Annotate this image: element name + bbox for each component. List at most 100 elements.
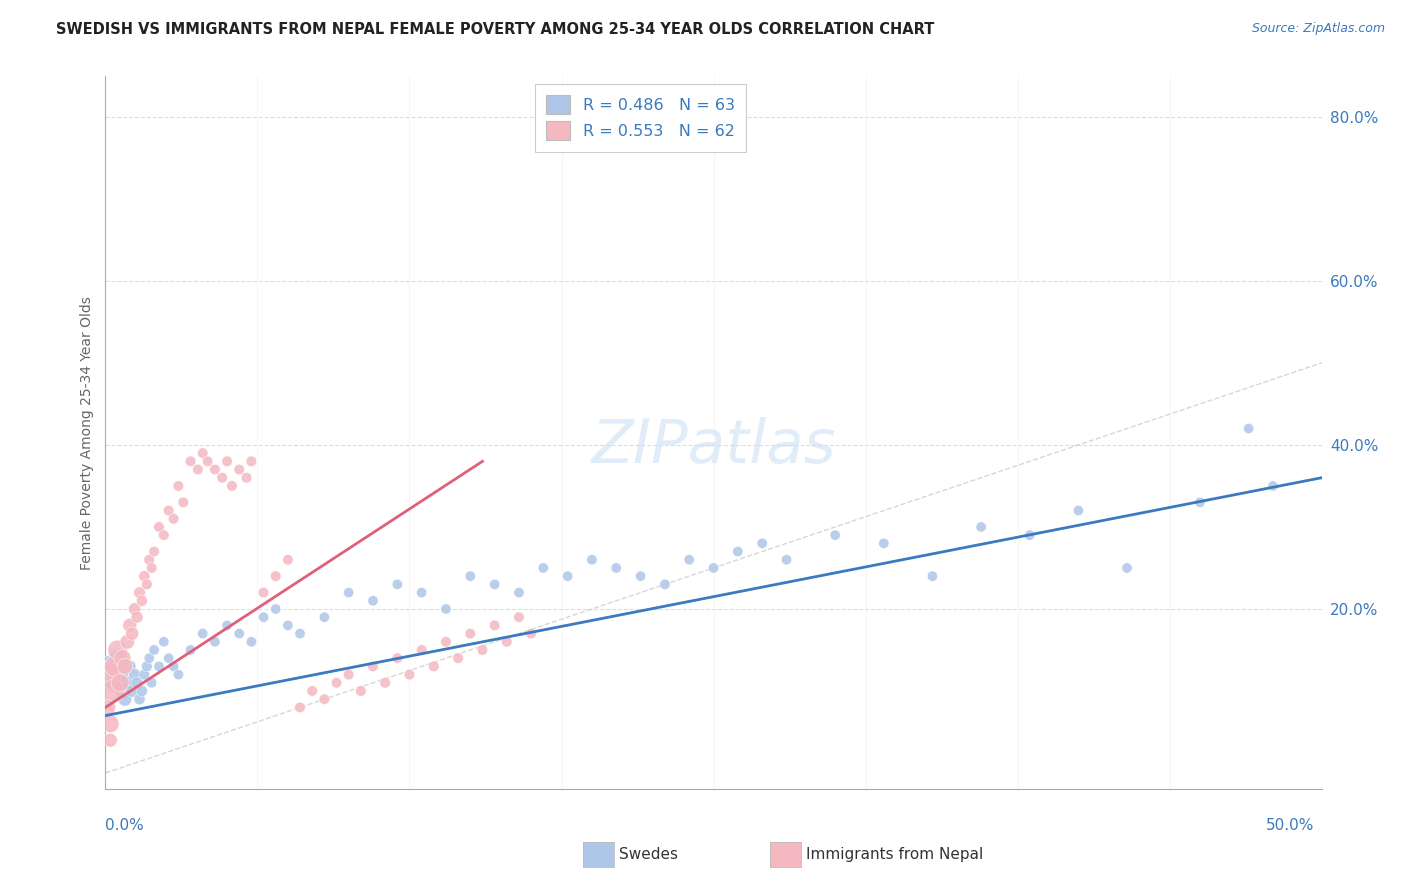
Point bbox=[121, 626, 143, 640]
Text: Source: ZipAtlas.com: Source: ZipAtlas.com bbox=[1251, 22, 1385, 36]
Point bbox=[98, 733, 121, 747]
Text: 0.0%: 0.0% bbox=[105, 818, 145, 832]
Point bbox=[135, 577, 157, 591]
Point bbox=[148, 659, 170, 673]
Point bbox=[124, 602, 146, 616]
Point bbox=[191, 626, 214, 640]
Point bbox=[508, 585, 530, 599]
Point bbox=[167, 667, 190, 681]
Point bbox=[217, 618, 239, 632]
Point bbox=[387, 577, 409, 591]
Point bbox=[172, 495, 194, 509]
Text: 50.0%: 50.0% bbox=[1267, 818, 1315, 832]
Point bbox=[531, 561, 554, 575]
Point bbox=[252, 585, 274, 599]
Point bbox=[1067, 503, 1090, 517]
Point bbox=[157, 503, 180, 517]
Point bbox=[1018, 528, 1040, 542]
Point bbox=[605, 561, 627, 575]
Point bbox=[520, 626, 543, 640]
Point bbox=[288, 700, 311, 714]
Y-axis label: Female Poverty Among 25-34 Year Olds: Female Poverty Among 25-34 Year Olds bbox=[80, 295, 94, 570]
Point bbox=[118, 659, 141, 673]
Point bbox=[314, 692, 336, 706]
Point bbox=[301, 684, 323, 698]
Point bbox=[458, 569, 481, 583]
Point bbox=[508, 610, 530, 624]
Point bbox=[101, 684, 124, 698]
Point bbox=[107, 651, 129, 665]
Text: SWEDISH VS IMMIGRANTS FROM NEPAL FEMALE POVERTY AMONG 25-34 YEAR OLDS CORRELATIO: SWEDISH VS IMMIGRANTS FROM NEPAL FEMALE … bbox=[56, 22, 935, 37]
Point bbox=[104, 659, 127, 673]
Text: Immigrants from Nepal: Immigrants from Nepal bbox=[806, 847, 983, 862]
Point bbox=[1116, 561, 1139, 575]
Point bbox=[387, 651, 409, 665]
Point bbox=[240, 634, 263, 648]
Point bbox=[157, 651, 180, 665]
Point bbox=[135, 659, 157, 673]
Point bbox=[921, 569, 943, 583]
Point bbox=[434, 602, 457, 616]
Point bbox=[398, 667, 420, 681]
Point bbox=[702, 561, 725, 575]
Point bbox=[191, 446, 214, 460]
Point bbox=[1261, 479, 1284, 493]
Point bbox=[361, 594, 384, 608]
Point bbox=[131, 684, 153, 698]
Point bbox=[277, 553, 299, 567]
Point bbox=[124, 667, 146, 681]
Point bbox=[128, 692, 150, 706]
Point bbox=[125, 610, 148, 624]
Point bbox=[153, 528, 176, 542]
Point bbox=[1189, 495, 1212, 509]
Point bbox=[162, 512, 184, 526]
Point bbox=[114, 659, 136, 673]
Point bbox=[447, 651, 470, 665]
Point bbox=[187, 462, 209, 476]
Point bbox=[108, 675, 131, 690]
Point bbox=[221, 479, 243, 493]
Point bbox=[751, 536, 773, 550]
Point bbox=[134, 569, 156, 583]
Point bbox=[108, 667, 131, 681]
Point bbox=[484, 577, 506, 591]
Point bbox=[167, 479, 190, 493]
Point bbox=[630, 569, 652, 583]
Point bbox=[107, 643, 129, 657]
Text: ZIPatlas: ZIPatlas bbox=[592, 417, 835, 476]
Point bbox=[143, 544, 166, 558]
Point bbox=[581, 553, 603, 567]
Point bbox=[361, 659, 384, 673]
Point bbox=[240, 454, 263, 468]
Point bbox=[180, 643, 202, 657]
Point bbox=[374, 675, 396, 690]
Point bbox=[138, 651, 160, 665]
Point bbox=[970, 520, 993, 534]
Point bbox=[337, 667, 360, 681]
Point bbox=[217, 454, 239, 468]
Point bbox=[458, 626, 481, 640]
Point bbox=[98, 716, 121, 731]
Point bbox=[252, 610, 274, 624]
Point bbox=[727, 544, 749, 558]
Point bbox=[138, 553, 160, 567]
Point bbox=[104, 675, 127, 690]
Point bbox=[114, 692, 136, 706]
Point bbox=[1237, 421, 1260, 435]
Point bbox=[143, 643, 166, 657]
Point bbox=[197, 454, 219, 468]
Point bbox=[337, 585, 360, 599]
Point bbox=[111, 684, 134, 698]
Point bbox=[411, 585, 433, 599]
Point bbox=[235, 471, 257, 485]
Point bbox=[350, 684, 373, 698]
Point bbox=[125, 675, 148, 690]
Point bbox=[775, 553, 797, 567]
Point bbox=[484, 618, 506, 632]
Point bbox=[117, 634, 139, 648]
Point bbox=[118, 618, 141, 632]
Point bbox=[97, 667, 120, 681]
Point bbox=[153, 634, 176, 648]
Point bbox=[111, 651, 134, 665]
Point bbox=[228, 462, 250, 476]
